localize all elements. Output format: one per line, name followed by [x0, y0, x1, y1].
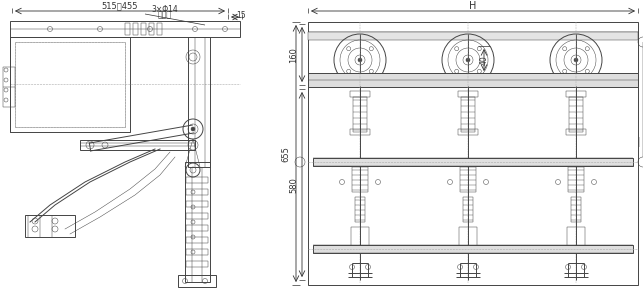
- Bar: [186, 177, 208, 183]
- Bar: [571, 197, 581, 222]
- Bar: [186, 213, 208, 219]
- Bar: [308, 22, 638, 285]
- Text: 655: 655: [282, 146, 291, 162]
- Bar: [186, 201, 208, 207]
- Bar: [567, 227, 585, 247]
- Bar: [178, 275, 216, 287]
- Bar: [15, 42, 125, 127]
- Bar: [355, 197, 365, 222]
- Bar: [569, 97, 583, 132]
- Bar: [350, 91, 370, 97]
- Bar: [353, 97, 367, 132]
- Bar: [308, 73, 638, 87]
- Bar: [350, 129, 370, 135]
- Bar: [461, 97, 475, 132]
- Circle shape: [191, 127, 195, 131]
- Bar: [568, 167, 584, 192]
- Bar: [463, 197, 473, 222]
- Bar: [141, 23, 146, 35]
- Text: 3×Φ14: 3×Φ14: [152, 6, 178, 15]
- Bar: [149, 23, 154, 35]
- Bar: [566, 129, 586, 135]
- Bar: [308, 32, 638, 40]
- Bar: [157, 23, 162, 35]
- Bar: [10, 37, 130, 132]
- Circle shape: [466, 58, 470, 62]
- Bar: [133, 23, 138, 35]
- Bar: [186, 237, 208, 243]
- Bar: [3, 67, 15, 107]
- Bar: [352, 167, 368, 192]
- Bar: [25, 215, 75, 237]
- Bar: [460, 167, 476, 192]
- Bar: [186, 261, 208, 267]
- Bar: [313, 158, 633, 166]
- Circle shape: [358, 58, 362, 62]
- Text: H: H: [469, 1, 476, 11]
- Bar: [313, 245, 633, 253]
- Bar: [186, 249, 208, 255]
- Bar: [185, 162, 210, 282]
- Bar: [186, 189, 208, 195]
- Bar: [351, 227, 369, 247]
- Bar: [80, 140, 195, 150]
- Bar: [459, 227, 477, 247]
- Text: 15: 15: [236, 12, 246, 20]
- Text: 160: 160: [289, 47, 298, 63]
- Text: 515或455: 515或455: [102, 1, 138, 10]
- Text: 安装孔: 安装孔: [158, 10, 172, 20]
- Text: 40: 40: [480, 55, 489, 65]
- Bar: [125, 23, 130, 35]
- Text: 580: 580: [289, 177, 298, 193]
- Bar: [458, 91, 478, 97]
- Circle shape: [574, 58, 578, 62]
- Bar: [566, 91, 586, 97]
- Bar: [186, 225, 208, 231]
- Bar: [458, 129, 478, 135]
- Bar: [188, 37, 210, 167]
- Bar: [10, 21, 240, 37]
